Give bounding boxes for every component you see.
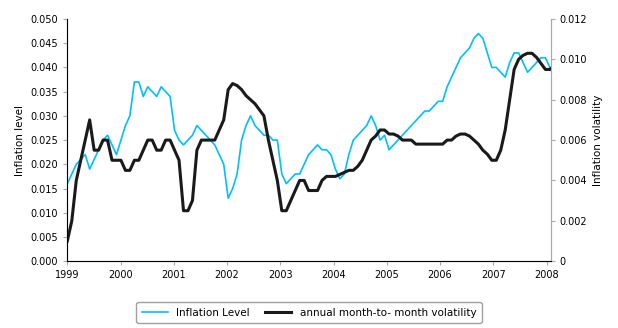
Inflation Level <box>595 138 603 142</box>
Inflation Level <box>64 182 71 186</box>
Inflation Level <box>158 85 165 89</box>
Inflation Level <box>528 66 536 70</box>
annual month-to- month volatility <box>591 88 598 92</box>
Inflation Level <box>224 196 232 200</box>
annual month-to- month volatility <box>64 239 71 243</box>
annual month-to- month volatility <box>158 148 165 152</box>
annual month-to- month volatility <box>260 114 268 118</box>
annual month-to- month volatility <box>108 158 116 162</box>
Y-axis label: Inflation volatility: Inflation volatility <box>593 94 603 186</box>
annual month-to- month volatility <box>519 53 527 57</box>
annual month-to- month volatility <box>524 51 531 55</box>
Line: Inflation Level: Inflation Level <box>67 33 618 198</box>
Inflation Level <box>475 31 482 35</box>
Inflation Level <box>265 133 272 137</box>
Line: annual month-to- month volatility: annual month-to- month volatility <box>67 53 618 241</box>
Inflation Level <box>108 143 116 147</box>
Inflation Level <box>586 167 594 171</box>
annual month-to- month volatility <box>582 78 590 82</box>
Legend: Inflation Level, annual month-to- month volatility: Inflation Level, annual month-to- month … <box>137 302 481 323</box>
Y-axis label: Inflation level: Inflation level <box>15 105 25 175</box>
